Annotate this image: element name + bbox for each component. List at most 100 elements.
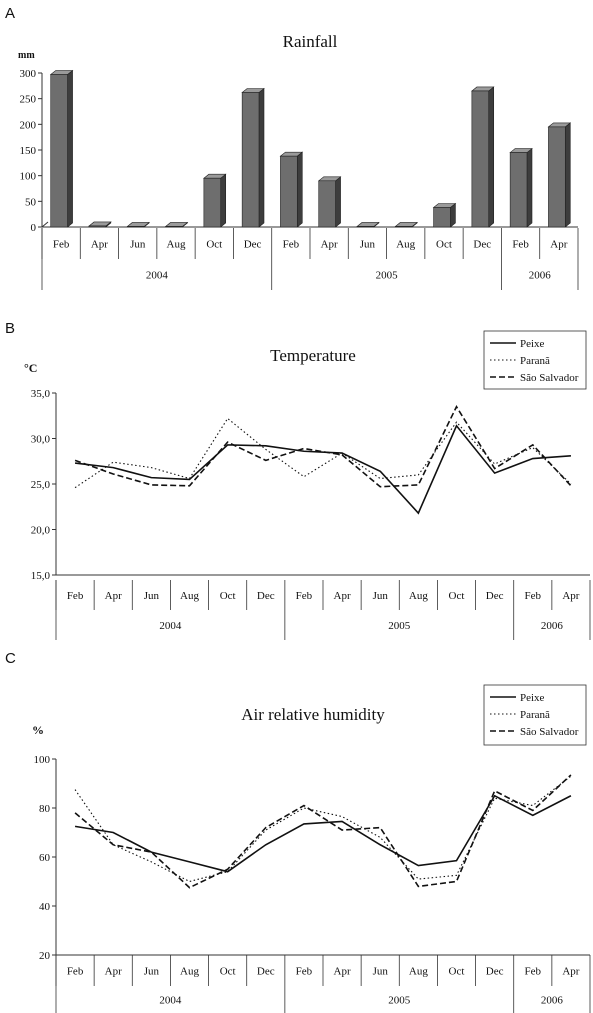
bar-dec-11 xyxy=(472,87,494,227)
x-tick-label-apr: Apr xyxy=(105,590,122,602)
bar-front xyxy=(89,226,106,227)
bar-front xyxy=(204,178,221,227)
series-line-s-o-salvador xyxy=(75,775,571,888)
bar-apr-13 xyxy=(548,123,570,227)
chart-title: Rainfall xyxy=(283,32,338,51)
year-label-2005: 2005 xyxy=(388,995,411,1007)
rainfall-chart: Rainfallmm050100150200250300Feb Apr Jun Aug… xyxy=(18,32,578,290)
bar-dec-5 xyxy=(242,89,264,227)
y-tick-label: 80 xyxy=(39,803,51,815)
bar-side xyxy=(489,87,494,227)
series-line-peixe xyxy=(75,796,571,872)
legend-label: Paranã xyxy=(520,355,550,367)
y-axis-unit: mm xyxy=(18,50,35,61)
bar-side xyxy=(297,152,302,227)
x-tick-label-oct: Oct xyxy=(449,590,465,602)
bar-front xyxy=(127,226,144,227)
y-tick-label: 35,0 xyxy=(31,388,51,400)
bar-side xyxy=(565,123,570,227)
bar-feb-12 xyxy=(510,149,532,227)
y-axis-unit: °C xyxy=(24,361,37,375)
y-tick-label: 60 xyxy=(39,852,51,864)
legend: Peixe Paranã São Salvador xyxy=(484,685,586,745)
bar-front xyxy=(472,91,489,227)
year-label-2006: 2006 xyxy=(541,620,564,632)
x-tick-label-dec: Dec xyxy=(257,590,275,602)
legend-label: São Salvador xyxy=(520,726,579,738)
bar-apr-7 xyxy=(319,177,341,227)
x-tick-label-aug: Aug xyxy=(167,239,186,251)
x-tick-label-apr: Apr xyxy=(550,239,567,251)
x-tick-label-dec: Dec xyxy=(244,239,262,251)
x-tick-label-oct: Oct xyxy=(206,239,222,251)
x-tick-label-dec: Dec xyxy=(473,239,491,251)
bar-apr-1 xyxy=(89,222,111,227)
chart-title: Air relative humidity xyxy=(241,705,385,724)
y-tick-label: 150 xyxy=(20,145,37,157)
x-tick-label-apr: Apr xyxy=(562,590,579,602)
x-tick-label-apr: Apr xyxy=(91,239,108,251)
y-tick-label: 100 xyxy=(20,171,37,183)
y-tick-label: 20,0 xyxy=(31,525,51,537)
y-tick-label: 200 xyxy=(20,119,37,131)
x-tick-label-apr: Apr xyxy=(334,590,351,602)
legend-label: Paranã xyxy=(520,709,550,721)
floor-edge xyxy=(42,222,48,227)
x-tick-label-jun: Jun xyxy=(130,239,146,251)
x-tick-label-apr: Apr xyxy=(105,966,122,978)
x-tick-label-jun: Jun xyxy=(373,590,389,602)
year-label-2006: 2006 xyxy=(529,270,552,282)
bar-front xyxy=(357,226,374,227)
year-label-2004: 2004 xyxy=(159,995,182,1007)
x-tick-label-oct: Oct xyxy=(220,966,236,978)
y-tick-label: 40 xyxy=(39,901,51,913)
bar-front xyxy=(280,156,297,227)
x-tick-label-dec: Dec xyxy=(486,590,504,602)
x-tick-label-aug: Aug xyxy=(409,590,428,602)
panel-letter-a: A xyxy=(5,5,15,22)
bar-side xyxy=(259,89,264,227)
bar-oct-4 xyxy=(204,174,226,227)
x-tick-label-feb: Feb xyxy=(525,590,542,602)
x-tick-label-feb: Feb xyxy=(512,239,529,251)
x-tick-label-feb: Feb xyxy=(283,239,300,251)
bar-front xyxy=(434,207,451,227)
y-tick-label: 30,0 xyxy=(31,434,51,446)
x-tick-label-feb: Feb xyxy=(296,590,313,602)
x-tick-label-apr: Apr xyxy=(562,966,579,978)
bar-side xyxy=(68,71,73,227)
legend-label: Peixe xyxy=(520,692,545,704)
bar-front xyxy=(510,153,527,227)
legend-label: Peixe xyxy=(520,338,545,350)
year-label-2004: 2004 xyxy=(159,620,182,632)
bar-front xyxy=(395,226,412,227)
x-tick-label-apr: Apr xyxy=(334,966,351,978)
y-tick-label: 50 xyxy=(25,196,37,208)
x-tick-label-apr: Apr xyxy=(321,239,338,251)
humidity-chart: Air relative humidity% 20 40 60 80 100 Peixe Pa… xyxy=(32,685,590,1013)
x-tick-label-oct: Oct xyxy=(449,966,465,978)
x-tick-label-jun: Jun xyxy=(144,590,160,602)
x-tick-label-feb: Feb xyxy=(296,966,313,978)
x-tick-label-oct: Oct xyxy=(220,590,236,602)
y-tick-label: 0 xyxy=(31,222,37,234)
year-label-2004: 2004 xyxy=(146,270,169,282)
x-tick-label-aug: Aug xyxy=(396,239,415,251)
bar-front xyxy=(242,93,259,227)
x-tick-label-jun: Jun xyxy=(360,239,376,251)
y-tick-label: 15,0 xyxy=(31,570,51,582)
year-label-2005: 2005 xyxy=(376,270,399,282)
y-tick-label: 300 xyxy=(20,68,37,80)
bar-front xyxy=(548,127,565,227)
temperature-chart: Temperature °C 15,0 20,0 25,0 30,0 35,0 Peixe Pa… xyxy=(24,331,590,640)
bar-side xyxy=(336,177,341,227)
y-tick-label: 20 xyxy=(39,950,51,962)
x-tick-label-aug: Aug xyxy=(409,966,428,978)
legend: Peixe Paranã São Salvador xyxy=(484,331,586,389)
bar-aug-3 xyxy=(166,222,188,227)
x-tick-label-feb: Feb xyxy=(67,590,84,602)
x-tick-label-aug: Aug xyxy=(180,590,199,602)
bar-front xyxy=(319,181,336,227)
panel-letter-b: B xyxy=(5,320,15,337)
